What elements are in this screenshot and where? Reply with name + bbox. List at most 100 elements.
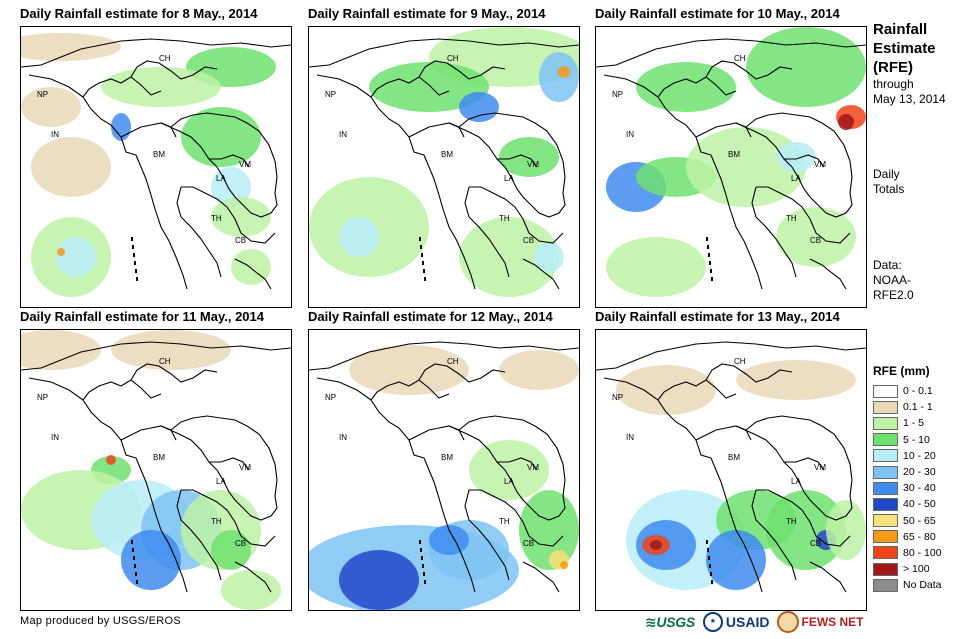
- country-label-la: LA: [791, 174, 801, 183]
- country-label-in: IN: [51, 130, 59, 139]
- island-marker: [422, 564, 424, 568]
- rainfall-area: [21, 33, 121, 61]
- island-marker: [423, 269, 425, 273]
- country-label-th: TH: [211, 517, 222, 526]
- country-boundary: [809, 561, 847, 593]
- side-totals: Totals: [873, 182, 905, 196]
- panel-title: Daily Rainfall estimate for 13 May., 201…: [595, 309, 840, 324]
- country-boundary: [176, 186, 222, 278]
- country-label-vm: VM: [239, 463, 251, 472]
- island-marker: [134, 261, 136, 265]
- country-label-bm: BM: [153, 453, 165, 462]
- rainfall-area: [21, 87, 81, 127]
- rainfall-area: [211, 530, 251, 570]
- country-label-vm: VM: [527, 160, 539, 169]
- map-credit: Map produced by USGS/EROS: [20, 615, 181, 627]
- country-boundary: [751, 489, 797, 581]
- island-marker: [420, 548, 422, 552]
- island-marker: [709, 564, 711, 568]
- country-boundary: [596, 341, 866, 371]
- country-boundary: [603, 377, 712, 459]
- country-boundary: [181, 186, 276, 244]
- island-marker: [423, 572, 425, 576]
- country-label-np: NP: [612, 90, 623, 99]
- rainfall-map: CH NP IN BM LA VM TH CB: [595, 26, 867, 308]
- country-boundary: [448, 122, 506, 168]
- rainfall-panel-may11: Daily Rainfall estimate for 11 May., 201…: [20, 307, 320, 617]
- usgs-logo: ≋USGS: [645, 613, 695, 630]
- country-boundary: [21, 341, 291, 371]
- logo-strip: ≋USGS ★ USAID FEWS NET: [645, 607, 863, 637]
- side-daily-totals: Daily Totals: [873, 167, 904, 197]
- panel-title: Daily Rainfall estimate for 10 May., 201…: [595, 6, 840, 21]
- legend-item: 1 - 5: [873, 415, 967, 431]
- map-canvas: CH NP IN BM LA VM TH CB: [596, 341, 866, 593]
- country-boundary: [82, 76, 162, 98]
- country-boundary: [176, 489, 222, 581]
- rainfall-area: [57, 248, 65, 256]
- island-marker: [422, 261, 424, 265]
- country-label-cb: CB: [235, 539, 246, 548]
- country-label-cb: CB: [235, 236, 246, 245]
- rainfall-panel-may12: Daily Rainfall estimate for 12 May., 201…: [308, 307, 608, 617]
- country-boundary: [170, 112, 276, 162]
- panel-title: Daily Rainfall estimate for 8 May., 2014: [20, 6, 258, 21]
- rainfall-area: [211, 197, 271, 237]
- country-boundary: [309, 341, 579, 371]
- legend-rows: 0 - 0.1 0.1 - 1 1 - 5 5 - 10 10 - 20 20 - 30 3…: [873, 383, 967, 593]
- country-boundary: [423, 154, 476, 290]
- island-marker: [707, 245, 709, 249]
- country-boundary: [28, 74, 137, 156]
- island-marker: [136, 580, 138, 584]
- country-label-in: IN: [626, 130, 634, 139]
- usaid-seal-icon: ★: [702, 612, 723, 632]
- island-marker: [419, 237, 421, 241]
- rainfall-area: [560, 561, 568, 569]
- country-label-cb: CB: [810, 539, 821, 548]
- country-boundary: [469, 489, 564, 547]
- country-boundary: [458, 415, 564, 465]
- country-boundary: [464, 186, 510, 278]
- country-label-vm: VM: [527, 463, 539, 472]
- rainfall-area: [56, 237, 96, 277]
- country-boundary: [504, 469, 566, 521]
- usaid-logo-text: USAID: [725, 614, 770, 630]
- country-label-bm: BM: [728, 150, 740, 159]
- country-boundary: [849, 463, 853, 509]
- country-label-bm: BM: [441, 453, 453, 462]
- legend-swatch: [873, 433, 898, 447]
- rainfall-map: CH NP IN BM LA VM TH CB: [308, 26, 580, 308]
- fewsnet-logo: FEWS NET: [777, 611, 863, 633]
- legend-label: 0 - 0.1: [903, 385, 933, 398]
- rainfall-area: [339, 217, 379, 257]
- map-canvas: CH NP IN BM LA VM TH CB: [21, 33, 291, 297]
- country-boundary: [370, 379, 450, 401]
- rainfall-area: [101, 67, 221, 107]
- island-marker: [134, 564, 136, 568]
- country-boundary: [745, 112, 851, 162]
- country-label-np: NP: [325, 393, 336, 402]
- usaid-logo: ★ USAID: [702, 612, 770, 632]
- legend-item: 30 - 40: [873, 480, 967, 496]
- rainfall-map: CH NP IN BM LA VM TH CB: [20, 329, 292, 611]
- country-boundary: [160, 122, 218, 168]
- country-label-la: LA: [216, 477, 226, 486]
- country-boundary: [209, 457, 250, 471]
- side-title-3: (RFE): [873, 59, 913, 76]
- country-label-vm: VM: [814, 160, 826, 169]
- country-boundary: [562, 160, 566, 206]
- legend-item: 40 - 50: [873, 496, 967, 512]
- rainfall-area: [519, 490, 579, 570]
- map-canvas: CH NP IN BM LA VM TH CB: [309, 27, 579, 297]
- side-data-src1: NOAA-: [873, 273, 912, 287]
- island-marker: [424, 580, 426, 584]
- country-boundary: [28, 377, 137, 459]
- side-data-label: Data:: [873, 258, 902, 272]
- island-marker: [131, 540, 133, 544]
- country-label-in: IN: [339, 433, 347, 442]
- rainfall-map: CH NP IN BM LA VM TH CB: [595, 329, 867, 611]
- rainfall-area: [539, 52, 579, 102]
- country-label-th: TH: [786, 214, 797, 223]
- rainfall-area: [221, 570, 281, 610]
- country-boundary: [562, 463, 566, 509]
